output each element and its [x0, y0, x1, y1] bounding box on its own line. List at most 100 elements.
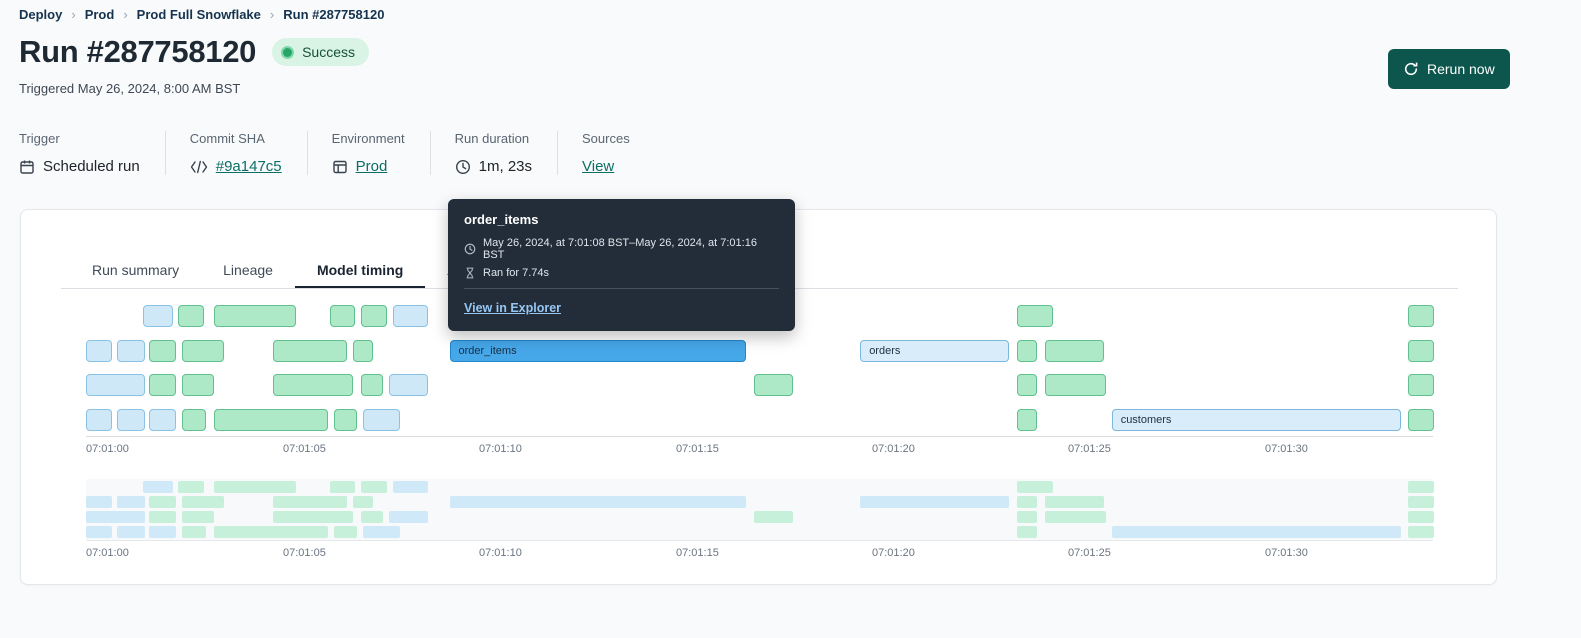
- gantt-bar[interactable]: [1017, 305, 1053, 327]
- clock-icon: [455, 159, 471, 175]
- gantt-bar-order_items: [449, 496, 747, 508]
- model-timing-gantt: order_items orders customers: [86, 305, 1438, 443]
- gantt-bar[interactable]: [388, 374, 428, 396]
- meta-trigger: Trigger Scheduled run: [19, 131, 166, 175]
- hourglass-icon: [466, 267, 474, 279]
- gantt-bar[interactable]: [1017, 339, 1037, 362]
- gantt-bar[interactable]: [178, 305, 204, 327]
- tab-model-timing[interactable]: Model timing: [294, 254, 426, 289]
- chevron-right-icon: ›: [269, 7, 275, 22]
- gantt-bar[interactable]: [361, 374, 383, 396]
- gantt-bar: [329, 481, 356, 493]
- gantt-bar[interactable]: [117, 408, 145, 431]
- gantt-bar-orders[interactable]: orders: [860, 339, 1010, 362]
- breadcrumb-item-prod[interactable]: Prod: [84, 7, 115, 22]
- gantt-bar[interactable]: [1044, 339, 1104, 362]
- gantt-bar-orders: [860, 496, 1010, 508]
- meta-label: Sources: [582, 131, 630, 146]
- gantt-bar-customers[interactable]: customers: [1111, 408, 1401, 431]
- gantt-bar: [1017, 496, 1037, 508]
- gantt-bar[interactable]: [86, 339, 112, 362]
- gantt-bar[interactable]: [213, 408, 328, 431]
- gantt-bar: [1408, 526, 1434, 538]
- gantt-bar[interactable]: [148, 374, 177, 396]
- gantt-bar[interactable]: [392, 305, 428, 327]
- rerun-now-button[interactable]: Rerun now: [1388, 49, 1510, 89]
- tooltip-divider: [464, 288, 779, 289]
- axis-tick-label: 07:01:10: [479, 443, 522, 455]
- view-in-explorer-link[interactable]: View in Explorer: [464, 301, 562, 315]
- gantt-bar[interactable]: [148, 339, 177, 362]
- gantt-bar: [148, 511, 177, 523]
- refresh-icon: [1403, 61, 1419, 77]
- breadcrumb-item-run[interactable]: Run #287758120: [283, 7, 385, 22]
- gantt-bar[interactable]: [333, 408, 358, 431]
- gantt-bar: [272, 511, 354, 523]
- gantt-bar: [143, 481, 173, 493]
- gantt-bar[interactable]: [182, 374, 214, 396]
- gantt-bar[interactable]: [329, 305, 356, 327]
- gantt-bar[interactable]: [182, 339, 224, 362]
- gantt-bar[interactable]: [272, 339, 348, 362]
- gantt-minimap[interactable]: [86, 479, 1434, 541]
- meta-environment: Environment Prod: [332, 131, 431, 175]
- gantt-bar[interactable]: [182, 408, 206, 431]
- gantt-bar[interactable]: [143, 305, 173, 327]
- meta-label: Environment: [331, 131, 405, 146]
- header: Run #287758120 Success: [19, 34, 370, 70]
- gantt-bar[interactable]: [86, 408, 112, 431]
- breadcrumb: Deploy › Prod › Prod Full Snowflake › Ru…: [19, 7, 384, 22]
- gantt-bar: [1408, 481, 1434, 493]
- gantt-bar[interactable]: [1017, 374, 1037, 396]
- gantt-bar-order_items[interactable]: order_items: [449, 339, 747, 362]
- axis-tick-label: 07:01:05: [283, 443, 326, 455]
- axis-tick-label: 07:01:20: [872, 547, 915, 559]
- gantt-bar[interactable]: [754, 374, 794, 396]
- gantt-bar: [361, 481, 387, 493]
- gantt-bar[interactable]: [213, 305, 297, 327]
- tab-lineage[interactable]: Lineage: [223, 262, 273, 278]
- gantt-bar[interactable]: [361, 305, 387, 327]
- gantt-bar: [86, 526, 112, 538]
- gantt-bar[interactable]: [353, 339, 373, 362]
- gantt-bar[interactable]: [1408, 374, 1434, 396]
- axis-tick-label: 07:01:25: [1068, 547, 1111, 559]
- breadcrumb-item-job[interactable]: Prod Full Snowflake: [136, 7, 261, 22]
- environment-link[interactable]: Prod: [355, 158, 388, 175]
- gantt-bar: [363, 526, 401, 538]
- gantt-bar: [361, 511, 383, 523]
- gantt-bar: [86, 511, 145, 523]
- gantt-bar: [1044, 496, 1104, 508]
- commit-sha-link[interactable]: #9a147c5: [215, 158, 282, 175]
- sources-view-link[interactable]: View: [582, 158, 615, 175]
- tooltip-model-name: order_items: [464, 212, 539, 227]
- tooltip-time-range: May 26, 2024, at 7:01:08 BST–May 26, 202…: [483, 237, 757, 261]
- gantt-bar[interactable]: [1017, 408, 1037, 431]
- gantt-bar[interactable]: [1044, 374, 1106, 396]
- status-badge-label: Success: [302, 44, 356, 60]
- gantt-bar[interactable]: [86, 374, 145, 396]
- gantt-bar[interactable]: [1408, 305, 1434, 327]
- gantt-bar[interactable]: [1408, 408, 1434, 431]
- gantt-bar[interactable]: [363, 408, 401, 431]
- meta-label: Trigger: [19, 131, 60, 146]
- gantt-bar[interactable]: [148, 408, 177, 431]
- gantt-bar: [1044, 511, 1106, 523]
- gantt-bar[interactable]: [117, 339, 145, 362]
- environment-icon: [332, 159, 348, 175]
- chevron-right-icon: ›: [71, 7, 76, 22]
- gantt-bar-label: order_items: [458, 344, 517, 357]
- gantt-bar: [1017, 481, 1053, 493]
- gantt-bar: [148, 526, 177, 538]
- gantt-bar-label: orders: [869, 344, 901, 357]
- breadcrumb-item-deploy[interactable]: Deploy: [19, 7, 63, 22]
- meta-label: Commit SHA: [189, 131, 265, 146]
- gantt-bar[interactable]: [1408, 339, 1434, 362]
- gantt-bar[interactable]: [272, 374, 354, 396]
- gantt-bar: [392, 481, 428, 493]
- gantt-bar: [388, 511, 428, 523]
- gantt-bar: [754, 511, 794, 523]
- gantt-bar: [182, 526, 206, 538]
- tab-run-summary[interactable]: Run summary: [92, 262, 180, 278]
- run-metadata: Trigger Scheduled run Commit SHA #9a147c…: [19, 131, 679, 175]
